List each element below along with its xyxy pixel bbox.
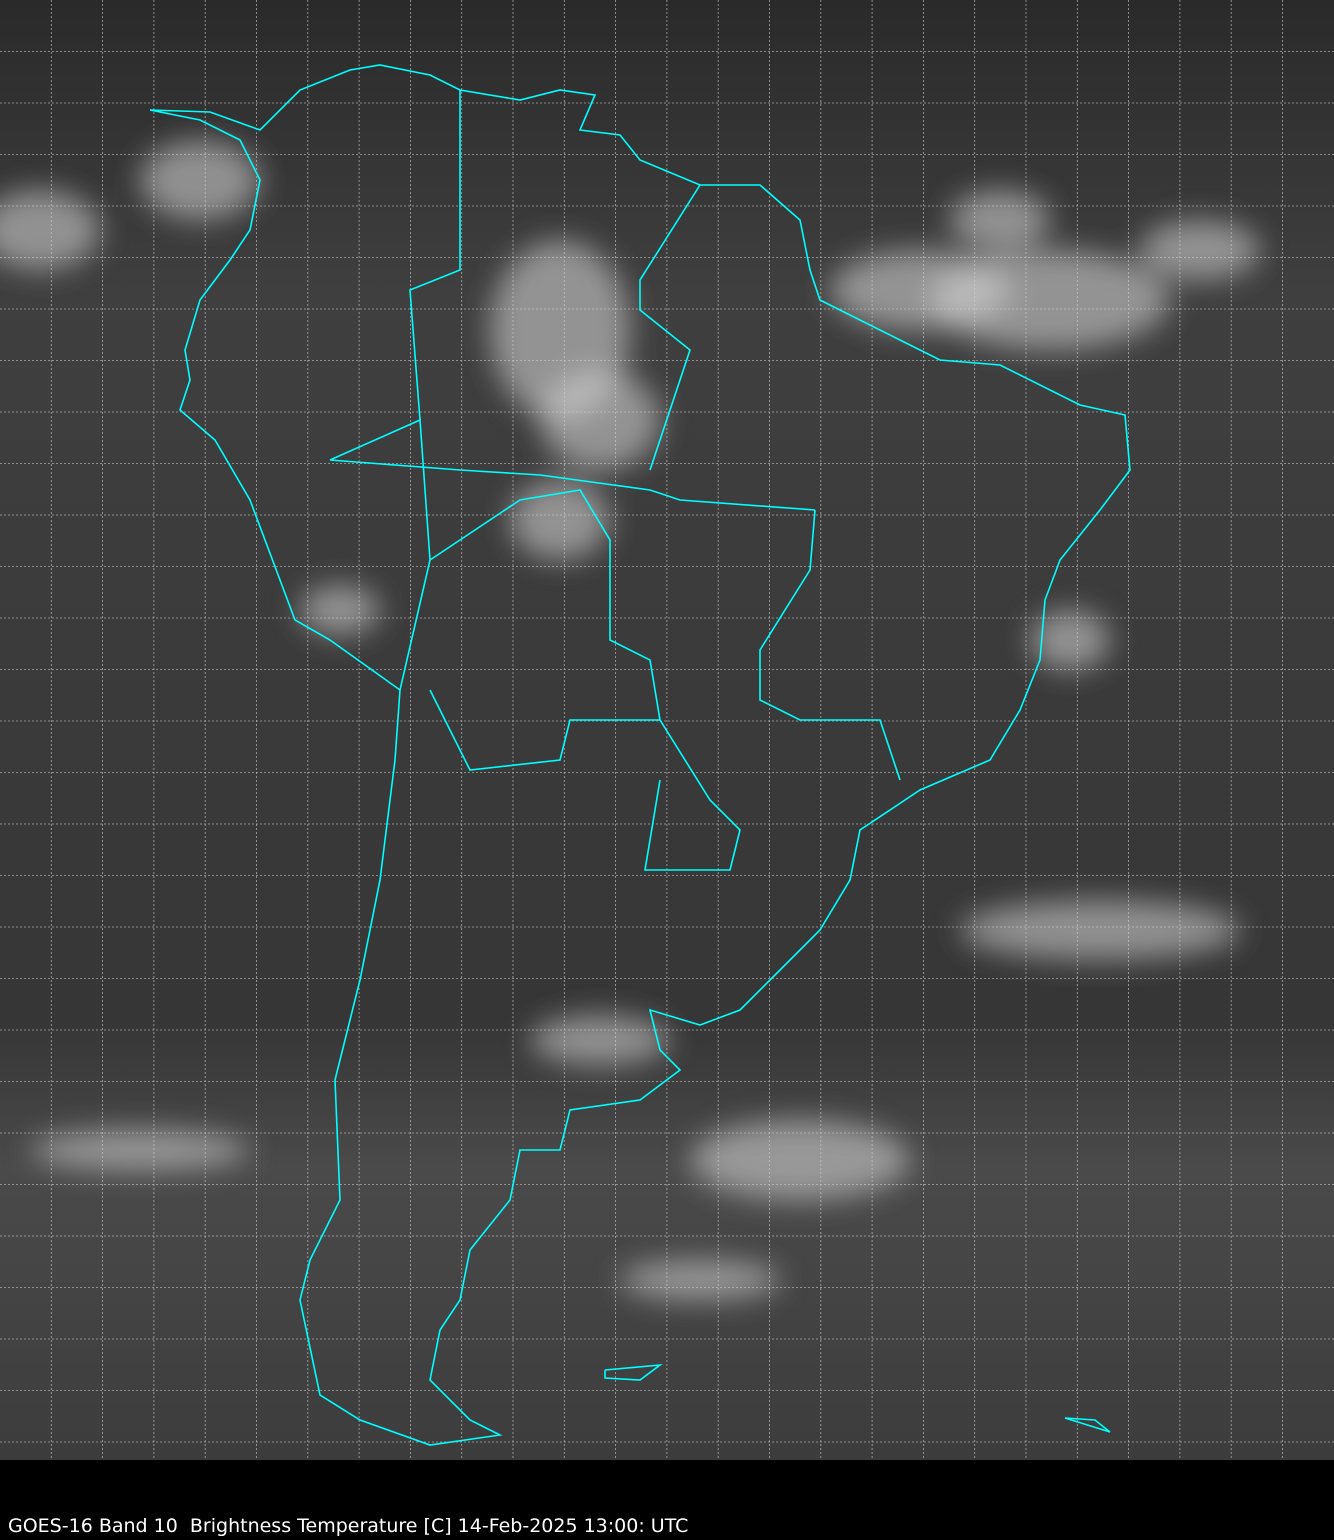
figure-caption: GOES-16 Band 10 Brightness Temperature [… <box>8 1515 689 1537</box>
border-line <box>639 184 701 471</box>
border-line <box>329 459 816 511</box>
cloud <box>960 900 1240 960</box>
border-line <box>329 418 431 691</box>
border-line <box>759 509 901 781</box>
south-georgia <box>1064 1417 1111 1433</box>
cloud <box>690 1120 910 1200</box>
cloud <box>0 190 100 270</box>
cloud <box>300 585 380 635</box>
cloud <box>1030 610 1110 670</box>
satellite-image <box>0 0 1334 1460</box>
coastline <box>149 64 1131 1446</box>
cloud <box>950 190 1050 250</box>
border-line <box>429 489 661 771</box>
border-line <box>644 719 741 871</box>
cloud <box>620 1260 780 1300</box>
cloud <box>1140 220 1260 280</box>
map-overlay <box>0 0 1334 1460</box>
cloud <box>30 1130 250 1170</box>
cloud <box>540 370 660 470</box>
cloud <box>510 480 610 560</box>
border-line <box>409 90 461 421</box>
cloud <box>140 140 260 220</box>
cloud <box>530 1015 670 1065</box>
falkland-islands <box>604 1363 663 1381</box>
cloud <box>930 250 1170 350</box>
lat-lon-grid <box>0 0 1334 1460</box>
country-borders <box>149 64 1131 1446</box>
cloud-layer <box>0 140 1260 1300</box>
